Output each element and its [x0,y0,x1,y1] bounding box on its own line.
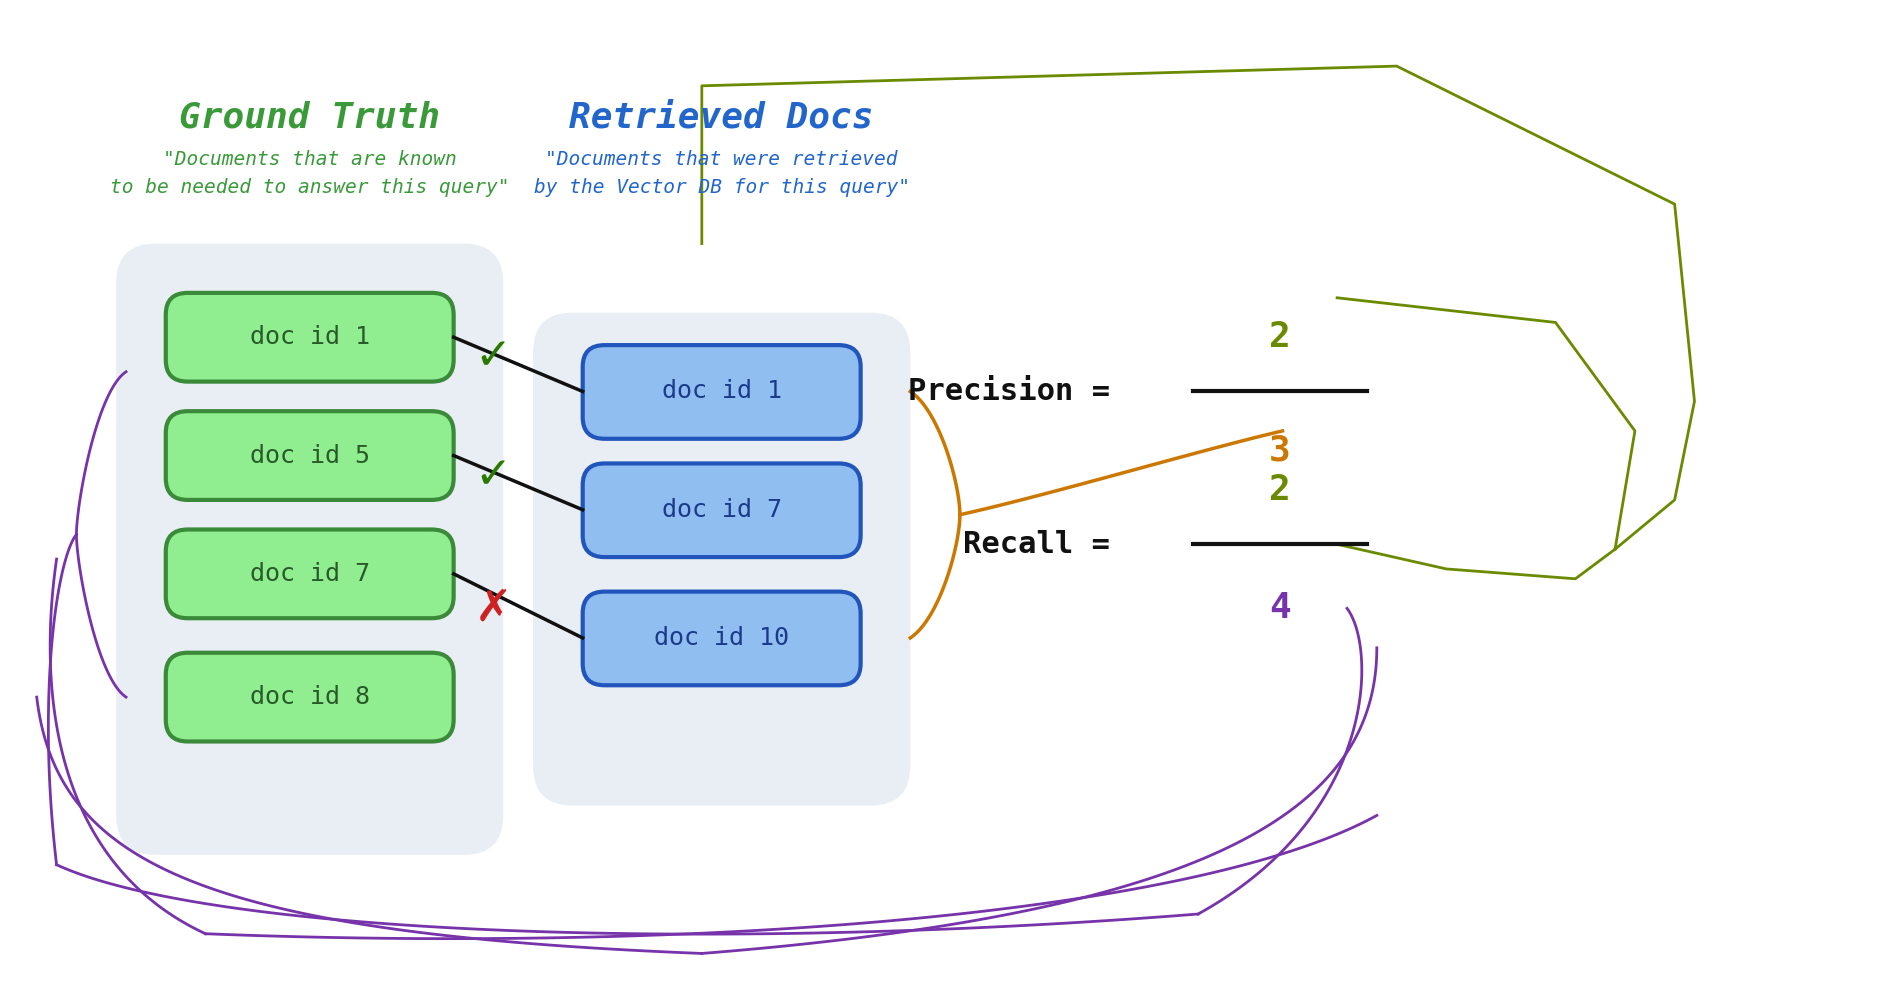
Text: ✓: ✓ [475,453,511,497]
FancyBboxPatch shape [167,411,455,500]
Text: Precision =: Precision = [907,377,1129,406]
FancyBboxPatch shape [167,292,455,381]
Text: 3: 3 [1269,434,1292,467]
Text: 4: 4 [1269,592,1292,625]
Text: ✓: ✓ [475,336,511,378]
Text: doc id 7: doc id 7 [250,562,369,586]
Text: doc id 1: doc id 1 [661,379,782,403]
Text: doc id 10: doc id 10 [653,626,790,650]
FancyBboxPatch shape [167,653,455,741]
FancyBboxPatch shape [116,244,504,855]
FancyBboxPatch shape [167,530,455,618]
FancyBboxPatch shape [583,592,860,686]
Text: doc id 7: doc id 7 [661,498,782,522]
Text: "Documents that were retrieved
by the Vector DB for this query": "Documents that were retrieved by the Ve… [534,150,909,197]
FancyBboxPatch shape [583,463,860,557]
Text: doc id 1: doc id 1 [250,325,369,349]
Text: doc id 8: doc id 8 [250,685,369,709]
Text: Retrieved Docs: Retrieved Docs [570,101,873,134]
Text: "Documents that are known
to be needed to answer this query": "Documents that are known to be needed t… [110,150,509,197]
FancyBboxPatch shape [583,345,860,439]
Text: doc id 5: doc id 5 [250,444,369,467]
Text: 2: 2 [1269,473,1292,507]
FancyBboxPatch shape [532,312,911,805]
Text: 2: 2 [1269,320,1292,355]
Text: Ground Truth: Ground Truth [180,101,439,134]
Text: ✗: ✗ [475,587,511,630]
Text: Recall =: Recall = [964,530,1129,559]
